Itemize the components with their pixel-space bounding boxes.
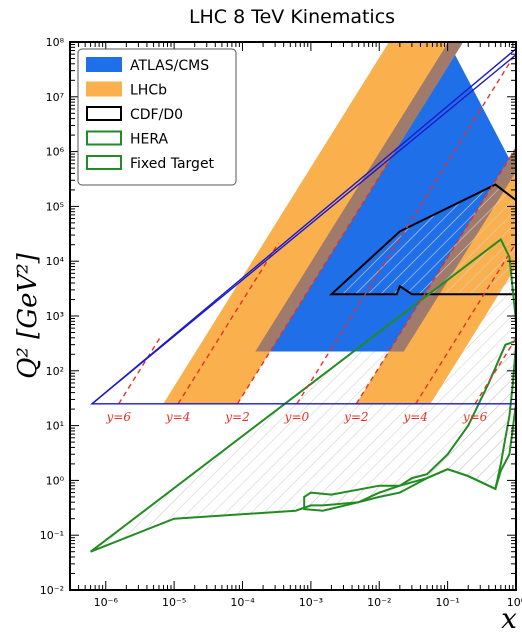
legend-swatch-4: [86, 155, 122, 170]
rapidity-line-6: [474, 337, 516, 405]
y-tick-label: 10³: [46, 310, 64, 323]
x-tick-label: 10⁻²: [367, 596, 391, 609]
rapidity-line-0: [118, 337, 161, 405]
y-tick-label: 10⁻²: [40, 584, 64, 597]
y-tick-label: 10⁻¹: [40, 529, 64, 542]
y-tick-label: 10⁰: [46, 474, 65, 487]
rapidity-label-4: y=2: [343, 410, 368, 424]
legend-swatch-3: [86, 130, 122, 146]
x-axis-label: x: [501, 602, 517, 635]
y-tick-label: 10⁷: [46, 91, 64, 104]
x-tick-label: 10⁻⁶: [94, 596, 119, 609]
y-tick-label: 10²: [46, 365, 64, 378]
x-tick-label: 10⁻⁵: [162, 596, 186, 609]
y-tick-label: 10⁶: [46, 146, 65, 159]
cdf-d0-outline: [328, 183, 516, 296]
legend: ATLAS/CMS LHCb CDF/D0 HERA Fixed Target: [77, 48, 237, 186]
x-tick-label: 10⁻³: [299, 596, 323, 609]
lhcb-region-1: [163, 42, 464, 404]
rapidity-label-5: y=4: [402, 410, 427, 424]
rapidity-line-3: [296, 52, 516, 405]
legend-swatch-1: [86, 81, 122, 97]
rapidity-line-1: [177, 242, 280, 405]
legend-label-0: ATLAS/CMS: [130, 58, 209, 74]
y-axis-label: Q² [GeV²]: [13, 252, 43, 379]
y-tick-label: 10⁸: [46, 36, 65, 49]
kinematic-limit-line: [90, 53, 516, 405]
chart-title: LHC 8 TeV Kinematics: [189, 6, 395, 28]
legend-swatch-0: [86, 57, 122, 72]
legend-label-3: HERA: [130, 132, 169, 148]
x-tick-label: 10⁻⁴: [230, 596, 255, 609]
rapidity-label-2: y=2: [224, 410, 249, 424]
x-tick-label: 10⁻¹: [436, 596, 460, 609]
y-tick-label: 10⁴: [46, 255, 65, 268]
legend-label-2: CDF/D0: [130, 107, 183, 123]
rapidity-line-5: [415, 242, 516, 405]
y-tick-label: 10¹: [46, 420, 64, 433]
rapidity-label-3: y=0: [284, 410, 310, 424]
legend-label-1: LHCb: [130, 83, 167, 99]
rapidity-label-1: y=4: [165, 410, 190, 424]
legend-label-4: Fixed Target: [130, 156, 215, 172]
kinematic-limit-diagonal: [91, 48, 516, 405]
overlap-region-backward: [255, 42, 464, 352]
legend-swatch-2: [86, 106, 122, 121]
rapidity-label-0: y=6: [106, 410, 132, 424]
y-tick-label: 10⁵: [46, 200, 64, 213]
cdf-d0-hatch: [331, 184, 516, 295]
x-tick-label: 10⁰: [507, 596, 522, 609]
rapidity-label-6: y=6: [462, 410, 488, 424]
fixed-target-outline: [303, 339, 516, 512]
hera-outline: [89, 237, 516, 553]
